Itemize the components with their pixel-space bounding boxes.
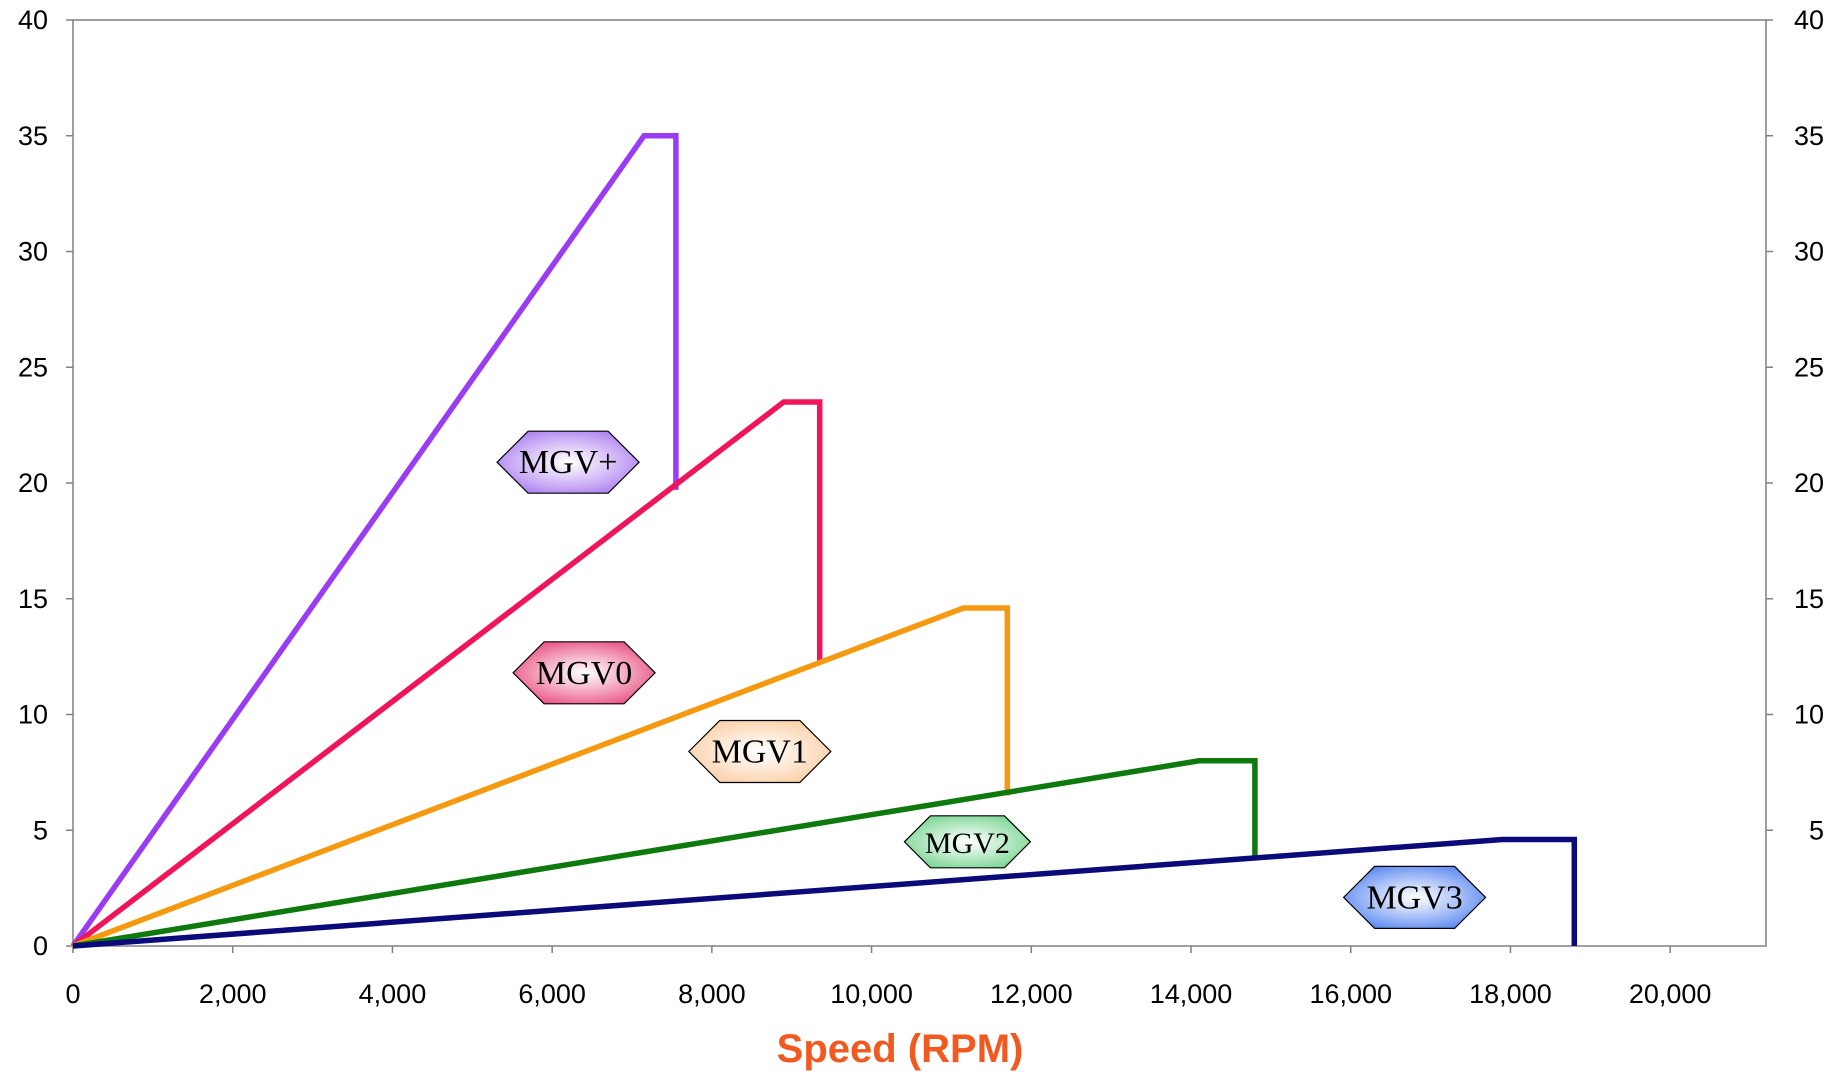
x-tick-label: 12,000 bbox=[990, 979, 1073, 1009]
y2-tick-label: 5 bbox=[1809, 815, 1824, 845]
badge-label: MGV3 bbox=[1366, 879, 1462, 916]
series-badge-mgv-: MGV+ bbox=[496, 430, 640, 494]
x-tick-label: 6,000 bbox=[518, 979, 586, 1009]
y-tick-label: 30 bbox=[18, 237, 48, 267]
series-badge-mgv3: MGV3 bbox=[1342, 865, 1487, 930]
x-tick-label: 2,000 bbox=[199, 979, 267, 1009]
series-line-mgv- bbox=[70, 133, 679, 948]
y2-tick-label: 20 bbox=[1794, 468, 1824, 498]
y-tick-label: 40 bbox=[18, 5, 48, 35]
y-tick-label: 15 bbox=[18, 584, 48, 614]
y-tick-label: 10 bbox=[18, 700, 48, 730]
x-tick-label: 20,000 bbox=[1629, 979, 1712, 1009]
y2-tick-label: 15 bbox=[1794, 584, 1824, 614]
series-line-mgv1 bbox=[72, 605, 1011, 949]
y2-tick-label: 40 bbox=[1794, 5, 1824, 35]
x-tick-label: 0 bbox=[65, 979, 80, 1009]
badge-shape bbox=[903, 815, 1032, 869]
x-tick-label: 18,000 bbox=[1469, 979, 1552, 1009]
y2-tick-label: 25 bbox=[1794, 352, 1824, 382]
y-tick-label: 25 bbox=[18, 352, 48, 382]
series-badge-mgv1: MGV1 bbox=[687, 719, 832, 784]
x-tick-label: 4,000 bbox=[359, 979, 427, 1009]
x-axis-label: Speed (RPM) bbox=[777, 1027, 1024, 1071]
series-line-mgv0 bbox=[71, 399, 823, 949]
series-layer bbox=[70, 133, 1578, 949]
badge-shape bbox=[512, 641, 656, 705]
x-tick-label: 14,000 bbox=[1150, 979, 1233, 1009]
y-tick-label: 35 bbox=[18, 121, 48, 151]
badge-shape bbox=[687, 719, 832, 784]
x-tick-label: 8,000 bbox=[678, 979, 746, 1009]
series-line-mgv3 bbox=[72, 836, 1578, 949]
badge-shape bbox=[1342, 865, 1487, 930]
y2-tick-label: 30 bbox=[1794, 237, 1824, 267]
y2-tick-label: 35 bbox=[1794, 121, 1824, 151]
badge-label: MGV+ bbox=[519, 444, 618, 481]
y-tick-label: 0 bbox=[33, 931, 48, 961]
x-tick-label: 10,000 bbox=[830, 979, 913, 1009]
y2-tick-label: 10 bbox=[1794, 700, 1824, 730]
badge-label: MGV2 bbox=[925, 827, 1010, 860]
series-badge-mgv0: MGV0 bbox=[512, 641, 656, 705]
x-tick-label: 16,000 bbox=[1309, 979, 1392, 1009]
badge-label: MGV0 bbox=[536, 655, 632, 692]
y-tick-label: 5 bbox=[33, 815, 48, 845]
y-tick-label: 20 bbox=[18, 468, 48, 498]
badge-shape bbox=[496, 430, 640, 494]
badge-layer: MGV+ MGV0 MGV1 MGV2 MGV3 bbox=[496, 430, 1487, 930]
series-line-mgv2 bbox=[72, 758, 1258, 949]
series-badge-mgv2: MGV2 bbox=[903, 815, 1032, 869]
axes: 0 5 10 15 20 25 30 35 40 5 10 15 20 25 30 35 40 0 2,000 4,0… bbox=[18, 5, 1824, 1009]
badge-label: MGV1 bbox=[712, 734, 808, 771]
